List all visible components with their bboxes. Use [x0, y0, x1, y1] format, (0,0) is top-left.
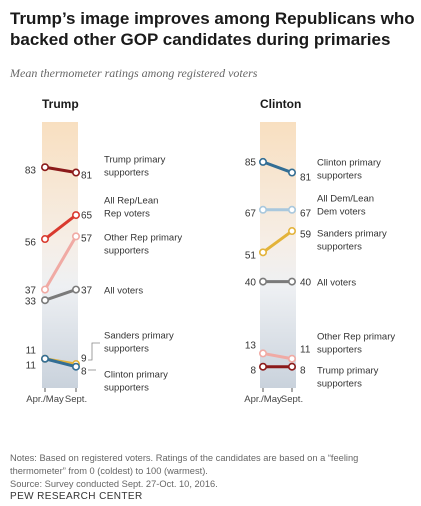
- trump-other-rep-primary-supporters-name-line-1: Other Rep primary: [104, 233, 182, 244]
- trump-trump-primary-supporters-point-start: [40, 163, 49, 172]
- chart-subtitle: Mean thermometer ratings among registere…: [10, 66, 258, 80]
- clinton-trump-primary-supporters-point-end: [287, 362, 296, 371]
- clinton-other-rep-primary-supporters-start-label: 13: [245, 341, 257, 352]
- clinton-clinton-primary-supporters-start-label: 85: [245, 158, 257, 169]
- clinton-clinton-primary-supporters-name-line-2: supporters: [317, 171, 362, 182]
- clinton-trump-primary-supporters-point-start: [258, 362, 267, 371]
- clinton-clinton-primary-supporters-name-line-1: Clinton primary: [317, 158, 381, 169]
- clinton-other-rep-primary-supporters-line: [262, 351, 293, 361]
- trump-all-rep-lean-rep-voters-name-line-2: Rep voters: [104, 209, 150, 220]
- trump-all-rep-lean-rep-voters-line: [44, 213, 77, 241]
- clinton-other-rep-primary-supporters-point-start: [258, 349, 267, 358]
- clinton-all-dem-lean-dem-voters-name-line-2: Dem voters: [317, 207, 366, 218]
- clinton-all-dem-lean-dem-voters-point-start: [258, 205, 267, 214]
- clinton-trump-primary-supporters-start-label: 8: [250, 366, 256, 377]
- trump-clinton-primary-supporters-point-end: [72, 362, 81, 371]
- trump-other-rep-primary-supporters-point-end: [72, 232, 81, 241]
- trump-thermometer-band: [42, 122, 78, 388]
- trump-clinton-primary-supporters-start-label: 11: [26, 361, 37, 372]
- trump-clinton-primary-supporters-name-line-2: supporters: [104, 383, 149, 394]
- clinton-other-rep-primary-supporters-name-line-1: Other Rep primary: [317, 332, 395, 343]
- trump-trump-primary-supporters-line: [44, 165, 77, 175]
- clinton-x-tick-label: Apr./May: [244, 394, 282, 405]
- clinton-all-dem-lean-dem-voters-end-label: 67: [300, 209, 312, 220]
- clinton-sanders-primary-supporters-end-label: 59: [300, 230, 312, 241]
- trump-clinton-primary-supporters-end-label: 8: [81, 367, 87, 378]
- chart-title: Trump’s image improves among Republicans…: [10, 9, 415, 49]
- clinton-trump-primary-supporters-end-label: 8: [300, 366, 306, 377]
- chart-source: Source: Survey conducted Sept. 27-Oct. 1…: [10, 479, 218, 489]
- trump-all-rep-lean-rep-voters-end-label: 65: [81, 211, 93, 222]
- trump-panel-title: Trump: [42, 97, 79, 111]
- trump-clinton-primary-supporters-line: [44, 357, 77, 369]
- clinton-trump-primary-supporters-name-line-2: supporters: [317, 379, 362, 390]
- trump-x-tick-label: Apr./May: [26, 394, 64, 405]
- trump-all-rep-lean-rep-voters-point-end: [72, 211, 81, 220]
- trump-all-voters-point-start: [40, 296, 49, 305]
- trump-all-rep-lean-rep-voters-point-start: [40, 235, 49, 244]
- clinton-clinton-primary-supporters-point-start: [258, 157, 267, 166]
- clinton-all-dem-lean-dem-voters-point-end: [287, 205, 296, 214]
- trump-sanders-primary-supporters-name-line-1: Sanders primary: [104, 331, 174, 342]
- clinton-sanders-primary-supporters-point-start: [258, 248, 267, 257]
- clinton-clinton-primary-supporters-end-label: 81: [300, 173, 312, 184]
- trump-all-voters-start-label: 33: [25, 297, 37, 308]
- trump-other-rep-primary-supporters-point-start: [40, 285, 49, 294]
- clinton-other-rep-primary-supporters-point-end: [287, 354, 296, 363]
- trump-sanders-primary-supporters-name-line-2: supporters: [104, 344, 149, 355]
- trump-x-tick-label: Sept.: [65, 394, 87, 405]
- clinton-other-rep-primary-supporters-name-line-2: supporters: [317, 345, 362, 356]
- clinton-sanders-primary-supporters-name-line-1: Sanders primary: [317, 229, 387, 240]
- trump-other-rep-primary-supporters-line: [43, 235, 78, 291]
- clinton-trump-primary-supporters-name-line-1: Trump primary: [317, 366, 379, 377]
- clinton-sanders-primary-supporters-line: [262, 229, 293, 254]
- trump-sanders-primary-supporters-leader-line: [88, 342, 100, 361]
- clinton-all-dem-lean-dem-voters-start-label: 67: [245, 209, 257, 220]
- trump-trump-primary-supporters-start-label: 83: [25, 166, 37, 177]
- trump-clinton-primary-supporters-point-start: [40, 354, 49, 363]
- clinton-x-tick-label: Sept.: [281, 394, 303, 405]
- clinton-all-voters-point-end: [287, 277, 296, 286]
- trump-trump-primary-supporters-end-label: 81: [81, 171, 93, 182]
- clinton-all-voters-end-label: 40: [300, 278, 312, 289]
- trump-all-rep-lean-rep-voters-name-line-1: All Rep/Lean: [104, 196, 158, 207]
- trump-trump-primary-supporters-name-line-2: supporters: [104, 168, 149, 179]
- clinton-clinton-primary-supporters-point-end: [287, 168, 296, 177]
- trump-all-voters-name-line-1: All voters: [104, 286, 143, 297]
- trump-other-rep-primary-supporters-end-label: 57: [81, 234, 93, 245]
- trump-clinton-primary-supporters-name-line-1: Clinton primary: [104, 370, 168, 381]
- org-name: PEW RESEARCH CENTER: [10, 491, 143, 502]
- trump-all-rep-lean-rep-voters-start-label: 56: [25, 238, 37, 249]
- trump-all-voters-end-label: 37: [81, 286, 93, 297]
- trump-all-voters-line: [44, 288, 77, 302]
- clinton-clinton-primary-supporters-line: [262, 160, 293, 174]
- trump-trump-primary-supporters-point-end: [72, 168, 81, 177]
- clinton-other-rep-primary-supporters-end-label: 11: [300, 345, 311, 356]
- trump-other-rep-primary-supporters-name-line-2: supporters: [104, 246, 149, 257]
- clinton-sanders-primary-supporters-start-label: 51: [245, 251, 257, 262]
- clinton-panel-title: Clinton: [260, 97, 301, 111]
- chart-notes: Notes: Based on registered voters. Ratin…: [10, 453, 359, 476]
- clinton-sanders-primary-supporters-point-end: [287, 227, 296, 236]
- clinton-all-voters-name-line-1: All voters: [317, 278, 356, 289]
- clinton-all-voters-start-label: 40: [245, 278, 257, 289]
- trump-other-rep-primary-supporters-start-label: 37: [25, 286, 37, 297]
- clinton-sanders-primary-supporters-name-line-2: supporters: [317, 242, 362, 253]
- trump-all-voters-point-end: [72, 285, 81, 294]
- trump-trump-primary-supporters-name-line-1: Trump primary: [104, 155, 166, 166]
- trump-sanders-primary-supporters-end-label: 9: [81, 354, 87, 365]
- clinton-all-voters-point-start: [258, 277, 267, 286]
- trump-sanders-primary-supporters-start-label: 11: [26, 346, 37, 357]
- clinton-all-dem-lean-dem-voters-name-line-1: All Dem/Lean: [317, 194, 374, 205]
